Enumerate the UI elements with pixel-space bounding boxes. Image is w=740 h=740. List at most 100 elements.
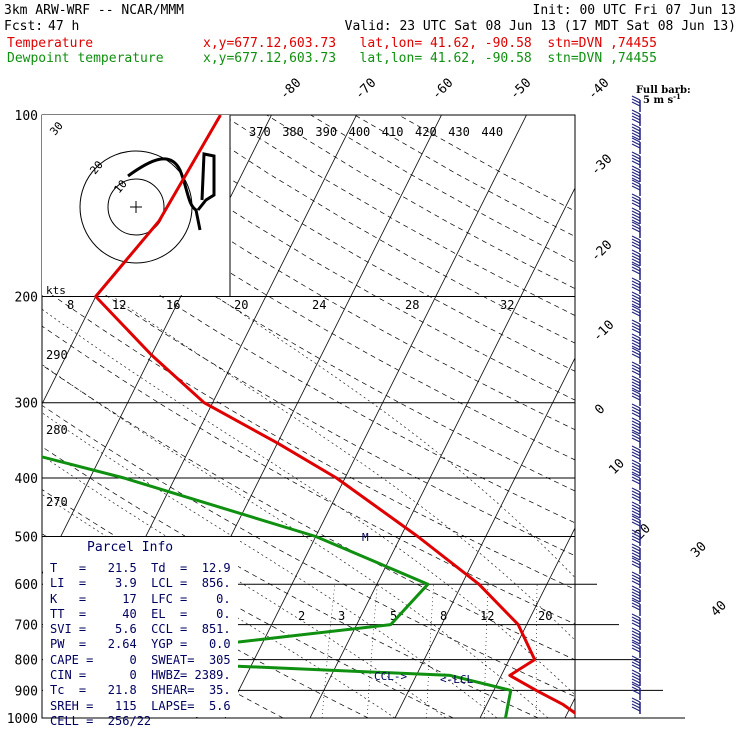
- wind-barb-flag: [631, 627, 641, 633]
- wind-barb-flag: [631, 672, 641, 678]
- dry-adiabat: [46, 115, 575, 431]
- wind-barb-flag: [631, 518, 641, 524]
- isotherm-label: 0: [592, 402, 608, 418]
- wind-barb-flag: [631, 123, 641, 129]
- wind-barb-flag: [631, 179, 641, 185]
- pressure-label: 600: [15, 578, 38, 593]
- isotherm-label: -10: [590, 318, 617, 345]
- wind-barb-flag: [631, 644, 641, 650]
- wind-barb-flag: [631, 487, 641, 493]
- wind-barb-flag: [631, 221, 641, 227]
- pressure-label: 300: [15, 397, 38, 412]
- mixing-ratio-label: 20: [538, 609, 552, 623]
- wind-barb-flag: [631, 675, 641, 681]
- mixing-ratio-label: 8: [440, 609, 447, 623]
- wind-barb-flag: [631, 196, 641, 202]
- isotherm: [224, 115, 527, 718]
- wind-barb-flag: [631, 462, 641, 468]
- barb-legend-title: Full barb:: [636, 85, 691, 96]
- hodograph-speed-label: 8: [67, 298, 74, 312]
- wind-barb-flag: [631, 252, 641, 258]
- parcel-info-row: PW = 2.64 YGP = 0.0: [50, 637, 231, 652]
- wind-barb-flag: [631, 95, 641, 101]
- wind-barb-flag: [631, 126, 641, 132]
- hodograph-speed-label: 12: [112, 298, 126, 312]
- wind-barb-flag: [631, 384, 641, 390]
- theta-label: 390: [315, 125, 337, 139]
- theta-label: 270: [46, 495, 68, 509]
- mixing-ratio-line: [366, 584, 378, 718]
- isotherm: [394, 357, 575, 718]
- wind-barb-flag: [631, 269, 641, 275]
- wind-barb-flag: [631, 339, 641, 345]
- wind-barb-flag: [631, 423, 641, 429]
- wind-barb-flag: [631, 261, 641, 267]
- wind-barb-flag: [631, 328, 641, 334]
- wind-barb-flag: [631, 683, 641, 689]
- wind-barb-flag: [631, 555, 641, 561]
- forecast-label: Fcst:: [4, 19, 44, 34]
- wind-barb-flag: [631, 588, 641, 594]
- pressure-label: 700: [15, 619, 38, 634]
- wind-barb-flag: [631, 552, 641, 558]
- wind-barb-flag: [631, 616, 641, 622]
- wind-barb-flag: [631, 431, 641, 437]
- mixing-ratio-label: 2: [298, 609, 305, 623]
- wind-barb-flag: [631, 202, 641, 208]
- pressure-label: 800: [15, 654, 38, 669]
- wind-barb-flag: [631, 199, 641, 205]
- wind-barb-flag: [631, 277, 641, 283]
- parcel-info-row: Tc = 21.8 SHEAR= 35.: [50, 683, 231, 698]
- wind-barb-flag: [631, 353, 641, 359]
- isotherm: [564, 697, 575, 718]
- wind-barb-flag: [631, 594, 641, 600]
- parcel-info-row: CIN = 0 HWBZ= 2389.: [50, 668, 231, 683]
- isotherm: [479, 527, 575, 718]
- theta-label: 400: [349, 125, 371, 139]
- moist-adiabat: [42, 308, 575, 696]
- parcel-info-row: SREH = 115 LAPSE= 5.6: [50, 698, 231, 713]
- wind-barb-flag: [631, 703, 641, 709]
- wind-barb-flag: [631, 591, 641, 597]
- hodograph-speed-label: 32: [500, 298, 514, 312]
- wind-barb-flag: [631, 322, 641, 328]
- wind-barb-flag: [631, 563, 641, 569]
- wind-barb-flag: [631, 406, 641, 412]
- wind-barb-flag: [631, 468, 641, 474]
- wind-barb-flag: [631, 207, 641, 213]
- isotherm: [735, 115, 740, 718]
- hodograph-speed-label: 24: [312, 298, 326, 312]
- m-marker: M: [362, 531, 369, 544]
- wind-barb-flag: [631, 549, 641, 555]
- wind-barb-flag: [631, 342, 641, 348]
- wind-barb-flag: [631, 375, 641, 381]
- wind-barb-flag: [631, 255, 641, 261]
- dry-adiabat: [90, 115, 575, 401]
- wind-barb-flag: [631, 101, 641, 107]
- wind-barb-flag: [631, 193, 641, 199]
- wind-barb-flag: [631, 303, 641, 309]
- parcel-info-title: Parcel Info: [87, 540, 174, 555]
- pressure-label: 500: [15, 530, 38, 545]
- wind-barb-flag: [631, 535, 641, 541]
- wind-barb-flag: [631, 336, 641, 342]
- mixing-ratio-line: [426, 584, 434, 718]
- wind-barb-flag: [631, 409, 641, 415]
- wind-barb-flag: [631, 580, 641, 586]
- wind-barb-flag: [631, 420, 641, 426]
- wind-barb-flag: [631, 325, 641, 331]
- wind-barb-flag: [631, 437, 641, 443]
- wind-barb-flag: [631, 655, 641, 661]
- pressure-label: 200: [15, 291, 38, 306]
- wind-barb-flag: [631, 639, 641, 645]
- isotherm-label: -60: [429, 76, 456, 103]
- wind-barb-flag: [631, 681, 641, 687]
- wind-barb-flag: [631, 216, 641, 222]
- theta-label: 420: [415, 125, 437, 139]
- wind-barb-flag: [631, 630, 641, 636]
- wind-barb-flag: [631, 513, 641, 519]
- wind-barb-flag: [631, 434, 641, 440]
- wind-barb-flag: [631, 345, 641, 351]
- isotherm-label: -70: [352, 76, 379, 103]
- wind-barb-flag: [631, 661, 641, 667]
